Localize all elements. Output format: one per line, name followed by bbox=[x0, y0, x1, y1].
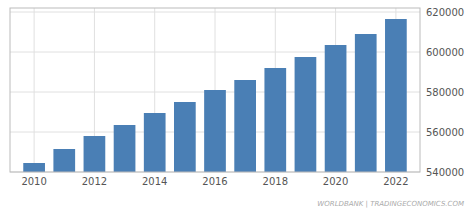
chart-container: 540000 560000 580000 600000 620000 2010 2012 20… bbox=[0, 0, 474, 211]
y-tick-label: 620000 bbox=[426, 7, 464, 18]
x-tick-label: 2018 bbox=[263, 176, 288, 187]
bars bbox=[23, 19, 406, 172]
plot-frame bbox=[10, 8, 420, 172]
y-tick-label: 580000 bbox=[426, 87, 464, 98]
x-tick-label: 2012 bbox=[82, 176, 107, 187]
x-tick-label: 2014 bbox=[142, 176, 167, 187]
bar bbox=[144, 113, 166, 172]
bar bbox=[84, 136, 106, 172]
y-tick-label: 600000 bbox=[426, 47, 464, 58]
bar bbox=[53, 149, 75, 172]
bar bbox=[174, 102, 196, 172]
bar bbox=[264, 68, 286, 172]
bar bbox=[295, 57, 317, 172]
bar bbox=[325, 45, 347, 172]
bar bbox=[23, 163, 45, 172]
x-tick-label: 2020 bbox=[323, 176, 348, 187]
bar bbox=[114, 125, 136, 172]
bar bbox=[355, 34, 377, 172]
x-tick-label: 2010 bbox=[21, 176, 46, 187]
bar bbox=[385, 19, 407, 172]
x-tick-label: 2016 bbox=[202, 176, 227, 187]
watermark: WORLDBANK | TRADINGECONOMICS.COM bbox=[317, 200, 464, 208]
bar bbox=[204, 90, 226, 172]
x-tick-label: 2022 bbox=[383, 176, 408, 187]
y-tick-label: 540000 bbox=[426, 167, 464, 178]
bar bbox=[234, 80, 256, 172]
x-grid-line bbox=[34, 8, 35, 172]
y-tick-label: 560000 bbox=[426, 127, 464, 138]
chart-svg: 540000 560000 580000 600000 620000 2010 2012 20… bbox=[0, 0, 474, 211]
